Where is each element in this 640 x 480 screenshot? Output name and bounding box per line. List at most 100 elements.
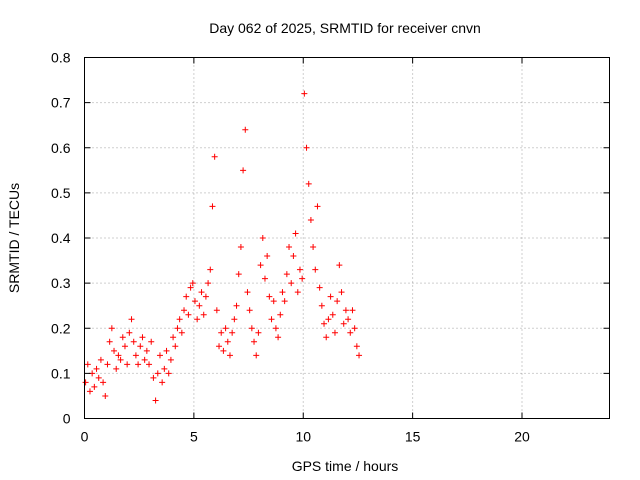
grid-lines xyxy=(84,57,610,419)
data-point xyxy=(347,329,354,336)
data-point xyxy=(82,379,89,386)
data-point xyxy=(299,275,306,282)
data-point xyxy=(244,289,251,296)
data-point xyxy=(222,325,229,332)
data-point xyxy=(218,329,225,336)
x-tick-label: 10 xyxy=(295,429,311,445)
data-point xyxy=(156,352,163,359)
data-points xyxy=(82,90,363,404)
data-point xyxy=(251,338,258,345)
data-point xyxy=(229,329,236,336)
data-point xyxy=(124,361,131,368)
data-point xyxy=(211,153,218,160)
data-point xyxy=(281,298,288,305)
x-tick-label: 15 xyxy=(405,429,421,445)
data-point xyxy=(200,311,207,318)
data-point xyxy=(336,262,343,269)
data-point xyxy=(126,329,133,336)
data-point xyxy=(111,347,118,354)
data-point xyxy=(113,365,120,372)
data-point xyxy=(334,298,341,305)
data-point xyxy=(130,338,137,345)
data-point xyxy=(121,343,128,350)
data-point xyxy=(117,356,124,363)
data-point xyxy=(172,343,179,350)
data-point xyxy=(233,302,240,309)
data-point xyxy=(97,356,104,363)
data-point xyxy=(345,316,352,323)
data-point xyxy=(220,347,227,354)
data-point xyxy=(248,325,255,332)
data-point xyxy=(305,180,312,187)
data-point xyxy=(119,334,126,341)
data-point xyxy=(183,293,190,300)
data-point xyxy=(246,307,253,314)
data-point xyxy=(86,388,93,395)
data-point xyxy=(257,262,264,269)
data-point xyxy=(146,361,153,368)
data-point xyxy=(292,230,299,237)
data-point xyxy=(135,361,142,368)
data-point xyxy=(100,379,107,386)
data-point xyxy=(224,338,231,345)
data-point xyxy=(202,293,209,300)
data-point xyxy=(329,311,336,318)
data-point xyxy=(237,244,244,251)
data-point xyxy=(128,316,135,323)
plot-frame xyxy=(84,57,610,419)
data-point xyxy=(143,347,150,354)
axis-ticks: 0 0.1 0.2 0.3 0.4 0.5 0.6 0.7 0.8 0 5 10 15 20 xyxy=(51,50,610,445)
data-point xyxy=(139,334,146,341)
data-point xyxy=(242,126,249,133)
data-point xyxy=(207,266,214,273)
data-point xyxy=(327,293,334,300)
data-point xyxy=(205,280,212,287)
data-point xyxy=(301,90,308,97)
data-point xyxy=(198,289,205,296)
data-point xyxy=(159,379,166,386)
data-point xyxy=(351,325,358,332)
data-point xyxy=(340,320,347,327)
data-point xyxy=(312,266,319,273)
data-point xyxy=(154,370,161,377)
y-tick-label: 0 xyxy=(63,411,71,427)
data-point xyxy=(294,289,301,296)
data-point xyxy=(161,365,168,372)
x-axis-label: GPS time / hours xyxy=(292,458,399,474)
x-tick-label: 20 xyxy=(514,429,530,445)
data-point xyxy=(275,334,282,341)
data-point xyxy=(307,216,314,223)
data-point xyxy=(108,325,115,332)
data-point xyxy=(148,338,155,345)
data-point xyxy=(259,235,266,241)
x-tick-label: 0 xyxy=(81,429,89,445)
data-point xyxy=(231,316,238,323)
data-point xyxy=(253,352,260,359)
data-point xyxy=(279,289,286,296)
data-point xyxy=(115,352,122,359)
data-point xyxy=(321,320,328,327)
data-point xyxy=(189,280,196,287)
y-tick-label: 0.8 xyxy=(51,50,71,66)
data-point xyxy=(95,374,102,381)
data-point xyxy=(318,302,325,309)
data-point xyxy=(296,266,303,273)
data-point xyxy=(132,352,139,359)
data-point xyxy=(209,203,216,210)
y-tick-label: 0.5 xyxy=(51,185,71,201)
data-point xyxy=(338,289,345,296)
data-point xyxy=(240,167,247,174)
data-point xyxy=(104,361,111,368)
data-point xyxy=(272,325,279,332)
data-point xyxy=(181,307,188,314)
data-point xyxy=(349,307,356,314)
y-tick-label: 0.3 xyxy=(51,275,71,291)
data-point xyxy=(106,338,113,345)
data-point xyxy=(314,203,321,210)
data-point xyxy=(174,325,181,332)
data-point xyxy=(170,334,177,341)
y-tick-label: 0.6 xyxy=(51,140,71,156)
data-point xyxy=(213,307,220,314)
data-point xyxy=(288,280,295,287)
